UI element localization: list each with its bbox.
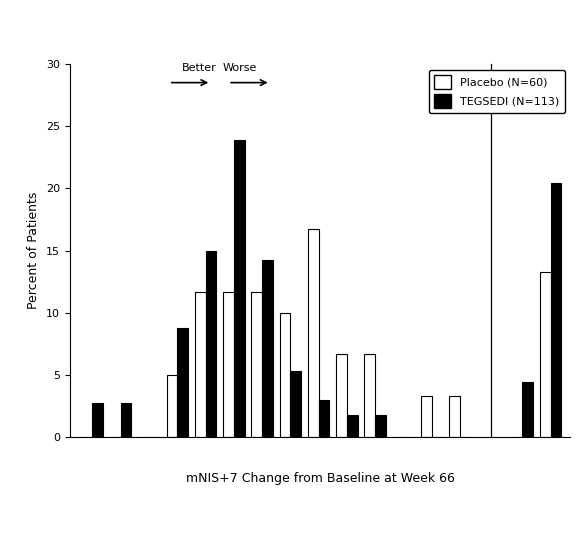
X-axis label: mNIS+7 Change from Baseline at Week 66: mNIS+7 Change from Baseline at Week 66 (186, 472, 455, 486)
Bar (205, 251, 217, 437)
Bar (280, 313, 290, 437)
Bar (223, 292, 234, 437)
Bar (262, 261, 273, 437)
Bar (166, 375, 178, 437)
Bar (375, 415, 386, 437)
Bar (421, 396, 432, 437)
Text: Better: Better (182, 63, 217, 72)
Bar (449, 396, 460, 437)
Bar (251, 292, 262, 437)
Bar (540, 272, 551, 437)
Bar (234, 140, 244, 437)
Bar (319, 400, 329, 437)
Bar (290, 371, 301, 437)
Y-axis label: Percent of Patients: Percent of Patients (27, 192, 40, 309)
Legend: Placebo (N=60), TEGSEDI (N=113): Placebo (N=60), TEGSEDI (N=113) (429, 69, 565, 114)
Bar (347, 415, 358, 437)
Bar (551, 183, 561, 437)
Bar (195, 292, 205, 437)
Bar (336, 354, 347, 437)
Bar (93, 403, 103, 437)
Bar (364, 354, 375, 437)
Bar (178, 328, 188, 437)
Bar (308, 229, 319, 437)
Bar (522, 382, 533, 437)
Text: Worse: Worse (222, 63, 257, 72)
Bar (120, 403, 132, 437)
